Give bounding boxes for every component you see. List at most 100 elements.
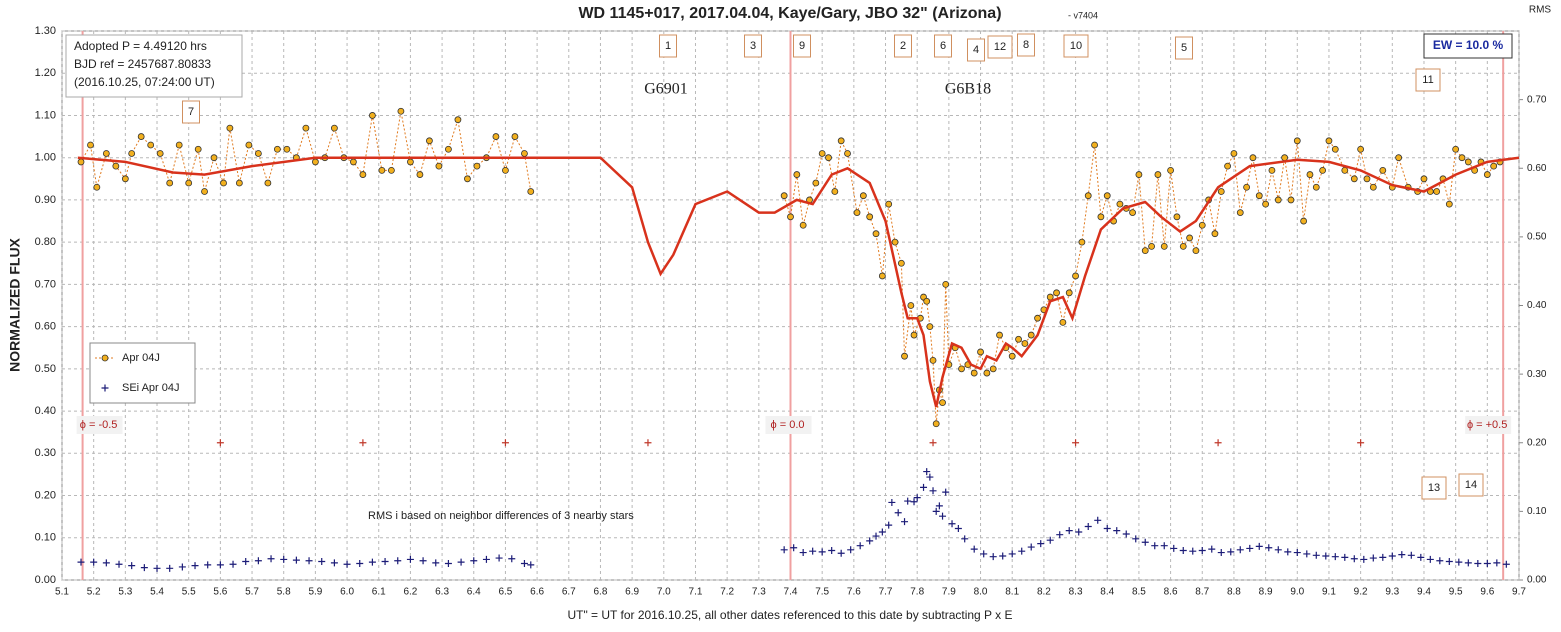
- data-point: [1417, 553, 1425, 561]
- x-tick-label: 6.6: [530, 587, 544, 598]
- data-point: [923, 468, 931, 476]
- data-point: [907, 302, 915, 309]
- data-point: [175, 141, 183, 149]
- data-point: [511, 133, 519, 140]
- y-tick-label: 0.00: [35, 574, 56, 586]
- data-point: [872, 230, 880, 238]
- data-point: [935, 502, 943, 510]
- x-tick-label: 7.2: [720, 587, 734, 598]
- annotation-box: [894, 34, 912, 58]
- data-point: [980, 550, 988, 558]
- data-point: [216, 439, 224, 447]
- annotation: 14: [1465, 479, 1477, 491]
- data-point: [1132, 535, 1140, 543]
- data-point: [1331, 145, 1339, 153]
- data-point: [1255, 192, 1263, 200]
- data-point: [831, 188, 839, 195]
- data-point: [1186, 234, 1193, 242]
- data-point: [1091, 141, 1098, 149]
- data-point: [1179, 242, 1187, 250]
- data-point: [999, 552, 1007, 560]
- data-point: [470, 557, 478, 565]
- ew-label: EW = 10.0 %: [1433, 38, 1504, 52]
- data-point: [235, 179, 243, 187]
- data-point: [305, 557, 313, 565]
- phase-label-bg: [765, 416, 812, 434]
- annotation: 12: [994, 41, 1006, 53]
- data-point: [1053, 289, 1060, 297]
- data-point: [787, 213, 794, 221]
- x-tick-label: 6.3: [435, 587, 449, 598]
- x-tick-label: 5.8: [277, 587, 291, 598]
- annotation-box: [1421, 476, 1447, 500]
- data-point: [381, 557, 389, 565]
- data-point: [349, 158, 357, 166]
- data-point: [1474, 560, 1482, 568]
- x-tick-label: 8.4: [1100, 587, 1114, 598]
- data-point: [140, 564, 148, 572]
- x-tick-label: 5.6: [213, 587, 227, 598]
- data-point: [1268, 166, 1276, 174]
- data-point: [878, 528, 886, 536]
- data-point: [1350, 175, 1358, 183]
- annotation: 3: [750, 40, 756, 52]
- data-point: [242, 557, 250, 565]
- group-label: G6B18: [945, 81, 991, 98]
- data-point: [644, 439, 652, 447]
- x-tick-label: 8.3: [1069, 587, 1083, 598]
- data-point: [226, 124, 234, 132]
- y2-tick-label: 0.70: [1527, 94, 1547, 105]
- x-tick-label: 5.1: [55, 587, 69, 598]
- data-point: [885, 200, 893, 208]
- annotation: 5: [1181, 42, 1187, 54]
- data-point: [1059, 318, 1067, 326]
- data-point: [1072, 272, 1079, 280]
- x-tick-label: 8.7: [1195, 587, 1209, 598]
- version: - v7404: [1068, 10, 1098, 20]
- data-point: [121, 175, 129, 183]
- x-tick-label: 6.9: [625, 587, 639, 598]
- data-point: [283, 145, 291, 153]
- annotation-box: [793, 34, 811, 58]
- data-point: [989, 553, 997, 561]
- data-point: [872, 532, 880, 540]
- data-point: [1151, 542, 1159, 550]
- data-point: [1322, 552, 1330, 560]
- y-tick-label: 0.90: [35, 194, 56, 206]
- data-point: [844, 150, 851, 157]
- data-point: [77, 158, 85, 166]
- y-tick-label: 1.00: [35, 152, 56, 164]
- y-tick-label: 0.60: [35, 321, 56, 333]
- data-point: [1217, 549, 1225, 557]
- data-point: [1395, 154, 1403, 162]
- data-point: [137, 133, 145, 140]
- data-point: [204, 561, 212, 569]
- data-point: [445, 145, 452, 153]
- data-point: [913, 494, 921, 502]
- data-point: [495, 554, 503, 562]
- data-point: [866, 537, 874, 545]
- data-point: [1103, 525, 1111, 533]
- data-point: [970, 545, 978, 553]
- rms-note: RMS i based on neighbor differences of 3…: [368, 510, 634, 522]
- y-tick-label: 1.20: [35, 67, 56, 79]
- data-point: [929, 356, 937, 364]
- data-point: [178, 563, 186, 571]
- data-point: [378, 166, 386, 174]
- data-point: [435, 162, 443, 170]
- info-line: (2016.10.25, 07:24:00 UT): [74, 75, 215, 89]
- y-axis-label: NORMALIZED FLUX: [7, 237, 23, 371]
- data-point: [897, 259, 905, 267]
- data-point: [1243, 183, 1251, 191]
- data-point: [1027, 543, 1035, 551]
- y2-tick-label: 0.40: [1527, 300, 1547, 311]
- data-point: [1021, 340, 1029, 347]
- data-point: [102, 150, 110, 157]
- data-point: [254, 150, 262, 157]
- data-point: [185, 179, 193, 187]
- data-point: [929, 487, 937, 495]
- x-tick-label: 7.3: [752, 587, 766, 598]
- annotation-box: [1175, 36, 1193, 60]
- data-point: [419, 557, 427, 565]
- data-point: [1170, 544, 1178, 552]
